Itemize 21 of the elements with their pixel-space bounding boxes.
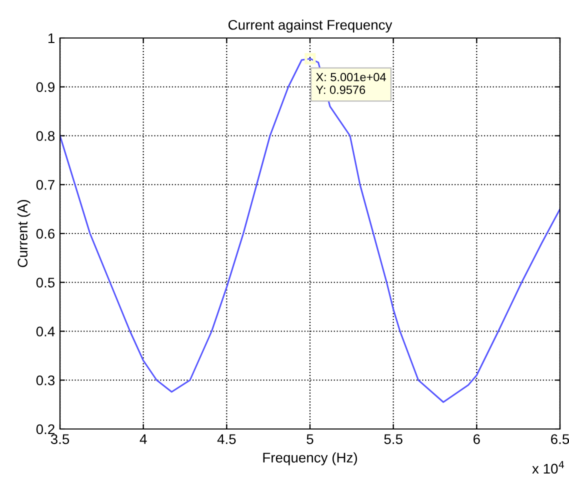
x-tick-label: 4.5 (217, 434, 236, 444)
annotation: X: 5.001e+04 Y: 0.9576 (316, 72, 386, 94)
x-tick-label: 6.5 (551, 434, 569, 444)
x-tick-label: 3.5 (50, 434, 70, 444)
y-tick-label: 0.4 (36, 326, 55, 336)
x-axis-title: Frequency (Hz) (263, 452, 357, 466)
y-tick-label: 0.2 (36, 424, 54, 434)
y-tick-label: 0.5 (36, 278, 55, 288)
y-tick-label: 1 (48, 33, 54, 44)
chart-title: Current against Frequency (228, 20, 392, 33)
x-tick-label: 5 (306, 434, 314, 444)
y-tick-label: 0.7 (36, 180, 54, 190)
text: x 10$^{4}$ (532, 461, 564, 474)
x-tick-label: 5.5 (384, 434, 402, 444)
y-tick-label: 0.3 (36, 375, 55, 386)
x-tick-label: 4 (140, 434, 147, 444)
x-tick-label: 6 (474, 434, 480, 444)
y-axis-title: Current (A) (17, 200, 30, 268)
y-tick-label: 0.6 (36, 228, 55, 239)
y-tick-label: 0.8 (36, 131, 55, 141)
y-tick-label: 0.9 (36, 82, 54, 92)
